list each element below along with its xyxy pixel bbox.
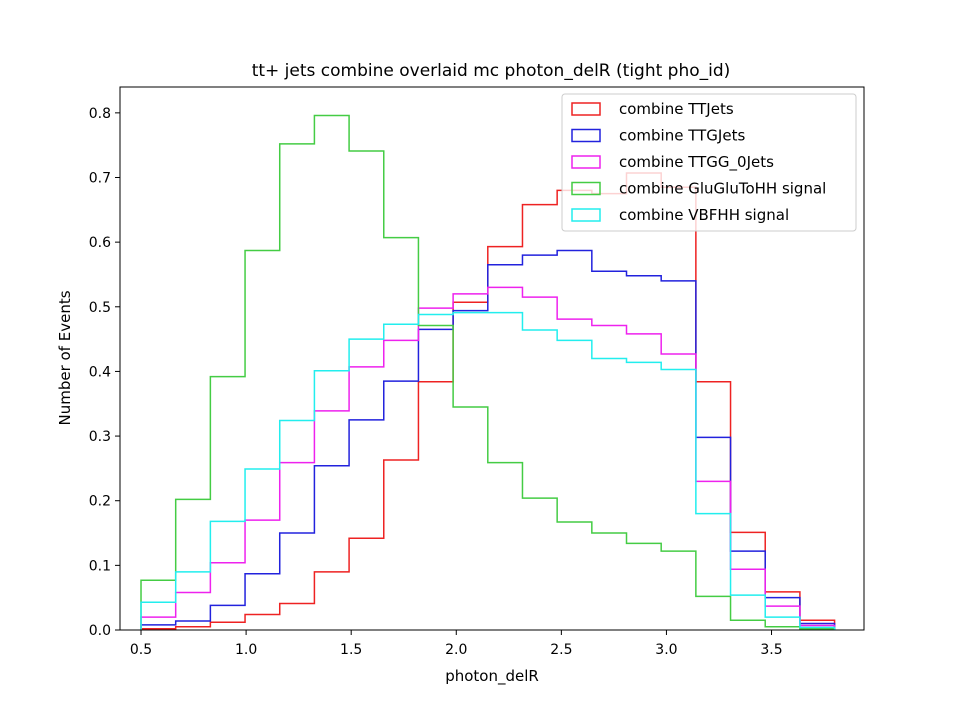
legend-swatch [571, 128, 601, 143]
legend-box [561, 93, 857, 232]
legend-swatch [571, 155, 601, 169]
axis-ticks: 0.5 1.0 1.5 2.0 2.5 3.0 3.5 0.0 0.1 0.2 0.3 0.4 0.5 0… [89, 106, 783, 658]
y-tick-label: 0.3 [89, 429, 111, 445]
legend-swatch [571, 102, 601, 116]
histogram-series [140, 114, 836, 630]
legend-label: combine TTJets [619, 100, 734, 118]
x-tick-label: 3.5 [760, 642, 782, 658]
x-tick-label: 1.0 [235, 642, 257, 658]
axes-frame [119, 86, 865, 631]
y-tick-label: 0.8 [89, 106, 111, 122]
y-tick-label: 0.5 [89, 300, 111, 316]
y-tick-label: 0.7 [89, 171, 111, 187]
legend: combine TTJets combine TTGJets combine TTG… [561, 93, 857, 232]
legend-label: combine GluGluToHH signal [619, 180, 826, 198]
x-tick-label: 2.5 [550, 642, 572, 658]
legend-label: combine VBFHH signal [619, 206, 789, 224]
series-line-2 [140, 286, 836, 630]
chart-title: tt+ jets combine overlaid mc photon_delR… [252, 61, 731, 81]
y-tick-label: 0.2 [89, 494, 111, 510]
x-axis-label: photon_delR [445, 667, 539, 686]
x-tick-label: 3.0 [655, 642, 677, 658]
legend-swatch [571, 181, 601, 196]
y-tick-label: 0.0 [89, 623, 111, 639]
legend-label: combine TTGJets [619, 127, 745, 145]
x-tick-label: 0.5 [130, 642, 152, 658]
y-axis-label: Number of Events [56, 290, 74, 425]
legend-label: combine TTGG_0Jets [619, 153, 774, 172]
x-tick-label: 1.5 [340, 642, 362, 658]
y-tick-label: 0.4 [89, 364, 111, 380]
series-line-4 [140, 311, 836, 630]
y-tick-label: 0.6 [89, 235, 111, 251]
series-line-3 [140, 114, 836, 630]
legend-swatch [571, 208, 601, 222]
y-tick-label: 0.1 [89, 558, 111, 574]
x-tick-label: 2.0 [445, 642, 467, 658]
